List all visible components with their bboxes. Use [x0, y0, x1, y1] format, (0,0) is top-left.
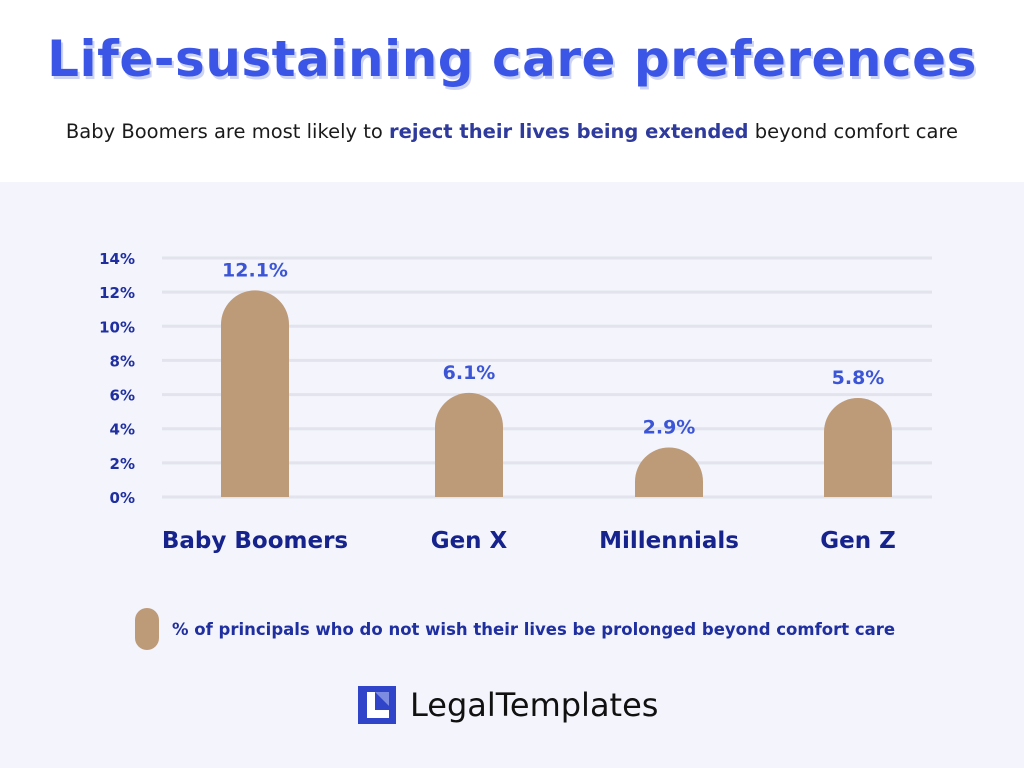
y-tick-label: 6% — [110, 387, 135, 405]
category-label: Gen Z — [820, 528, 896, 554]
legend: % of principals who do not wish their li… — [135, 608, 895, 650]
value-label: 2.9% — [643, 416, 696, 438]
category-label: Gen X — [431, 528, 508, 554]
bar — [221, 290, 289, 497]
y-tick-label: 8% — [110, 352, 135, 370]
brand: LegalTemplates — [358, 686, 658, 724]
legend-swatch — [135, 608, 159, 650]
subtitle: Baby Boomers are most likely to reject t… — [0, 120, 1024, 143]
legend-label: % of principals who do not wish their li… — [172, 619, 896, 639]
y-tick-label: 10% — [99, 318, 135, 336]
subtitle-pre: Baby Boomers are most likely to — [65, 120, 389, 143]
y-tick-label: 2% — [110, 455, 135, 473]
subtitle-highlight: reject their lives being extended — [389, 120, 749, 143]
category-label: Baby Boomers — [162, 528, 348, 554]
brand-name: LegalTemplates — [410, 686, 659, 724]
y-tick-label: 4% — [110, 421, 135, 439]
bar — [635, 447, 703, 497]
y-tick-label: 12% — [99, 284, 135, 302]
y-tick-label: 0% — [110, 489, 135, 507]
category-label: Millennials — [599, 528, 739, 554]
bar-chart: 0% 2% 4% 6% 8% 10% 12% 14% 12.1% Baby Boomers 6.1%… — [99, 250, 932, 554]
subtitle-post: beyond comfort care — [748, 120, 959, 143]
bar — [824, 397, 892, 497]
page-title: Life-sustaining care preferences — [47, 30, 977, 88]
value-label: 12.1% — [222, 259, 288, 281]
bar — [435, 392, 503, 497]
value-label: 5.8% — [832, 367, 885, 389]
y-tick-label: 14% — [99, 250, 135, 268]
header: Life-sustaining care preferences Baby Bo… — [0, 0, 1024, 182]
legaltemplates-logo-icon — [358, 686, 396, 724]
value-label: 6.1% — [443, 362, 496, 384]
